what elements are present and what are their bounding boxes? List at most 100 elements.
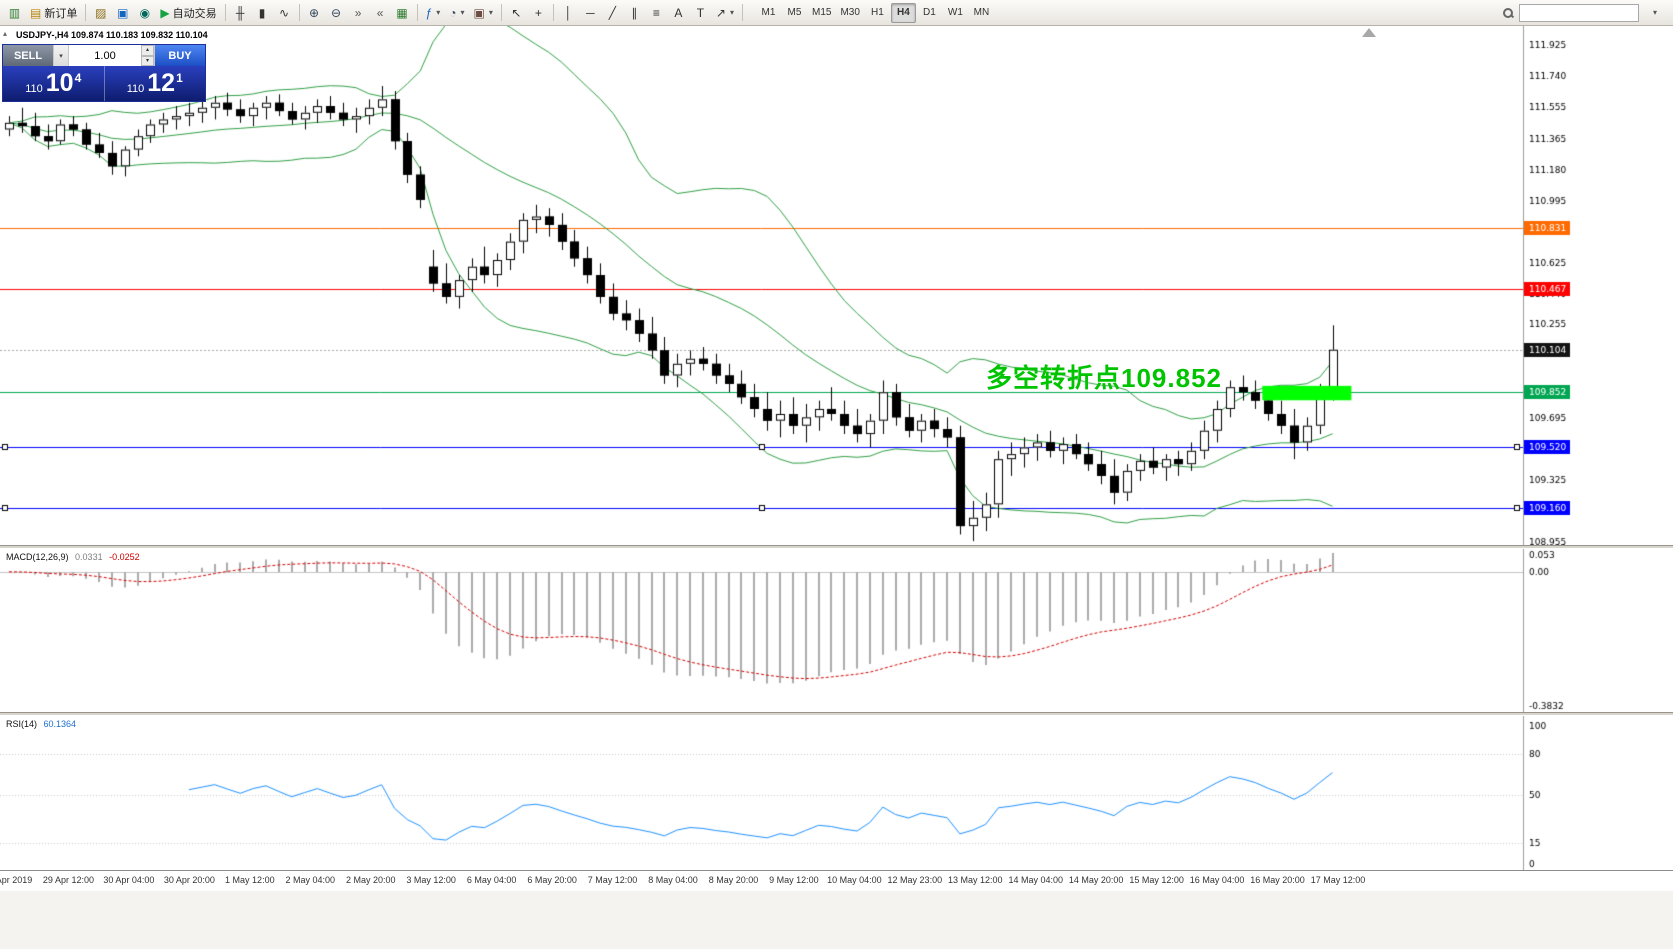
time-label: 8 May 20:00 — [708, 875, 759, 885]
window-bottom — [0, 891, 1673, 949]
macd-label: MACD(12,26,9) 0.0331 -0.0252 — [6, 552, 144, 562]
new-order-button[interactable]: ▤ 新订单 — [26, 3, 81, 23]
scroll-to-end-indicator[interactable] — [1362, 28, 1376, 37]
ask-big-digits: 12 — [147, 69, 176, 97]
timeframe-m15[interactable]: M15 — [808, 3, 835, 23]
periods-icon: ◔ — [449, 5, 457, 20]
rsi-canvas[interactable] — [0, 716, 1673, 870]
timeframe-mn[interactable]: MN — [969, 3, 994, 23]
time-label: 10 May 04:00 — [827, 875, 882, 885]
chevron-up-icon: ▴ — [145, 47, 149, 54]
lot-size-input[interactable] — [69, 45, 141, 66]
timeframe-h1[interactable]: H1 — [865, 3, 890, 23]
buy-button[interactable]: BUY — [155, 45, 205, 66]
horizontal-line-button[interactable]: ─ — [580, 3, 601, 23]
auto-scroll-icon: » — [354, 5, 362, 20]
panel-splitter[interactable] — [0, 712, 1673, 716]
chevron-down-icon: ▾ — [460, 8, 465, 17]
terminal-button[interactable]: ▣ — [112, 3, 133, 23]
fibonacci-button[interactable]: ≡ — [646, 3, 667, 23]
new-chart-button[interactable]: ▥ — [4, 3, 25, 23]
order-options-dropdown[interactable]: ▾ — [53, 45, 68, 66]
chevron-down-icon: ▾ — [729, 8, 734, 17]
chart-shift-button[interactable]: « — [370, 3, 391, 23]
channel-icon: ∥ — [631, 5, 638, 20]
lot-stepper: ▴ ▾ — [141, 45, 154, 66]
label-button[interactable]: T — [690, 3, 711, 23]
time-label: 2 May 20:00 — [345, 875, 396, 885]
price-chart-canvas[interactable] — [0, 26, 1673, 545]
crosshair-button[interactable]: + — [528, 3, 549, 23]
time-label: 13 May 12:00 — [947, 875, 1003, 885]
cursor-icon: ↖ — [511, 5, 522, 20]
toolbar-separator — [298, 4, 300, 21]
line-chart-button[interactable]: ∿ — [274, 3, 295, 23]
indicators-button[interactable]: ƒ ▾ — [422, 3, 445, 23]
rsi-name: RSI(14) — [6, 719, 38, 729]
time-label: 15 May 12:00 — [1129, 875, 1184, 885]
timeframe-h4[interactable]: H4 — [890, 2, 916, 23]
time-label: 28 Apr 2019 — [0, 875, 33, 885]
text-button[interactable]: A — [668, 3, 689, 23]
channel-button[interactable]: ∥ — [624, 3, 645, 23]
periods-button[interactable]: ◔ ▾ — [445, 3, 468, 23]
macd-canvas[interactable] — [0, 549, 1673, 712]
bar-chart-button[interactable]: ╫ — [230, 3, 251, 23]
chevron-down-icon: ▾ — [436, 8, 441, 17]
time-label: 1 May 12:00 — [225, 875, 275, 885]
templates-button[interactable]: ▣ ▾ — [470, 3, 497, 23]
timeframe-w1[interactable]: W1 — [943, 3, 968, 23]
lot-increase-button[interactable]: ▴ — [141, 45, 154, 56]
time-label: 30 Apr 20:00 — [163, 875, 215, 885]
new-order-icon: ▤ — [30, 5, 42, 20]
bid-price[interactable]: 110 10 4 — [3, 66, 104, 101]
candlestick-chart-button[interactable]: ▮ — [252, 3, 273, 23]
toolbar-overflow-button[interactable]: ▾ — [1644, 3, 1665, 23]
vertical-line-button[interactable]: │ — [558, 3, 579, 23]
strategy-tester-button[interactable]: ◉ — [134, 3, 155, 23]
timeframe-m1[interactable]: M1 — [756, 3, 781, 23]
zoom-out-button[interactable]: ⊖ — [326, 3, 347, 23]
quote-panel: 110 10 4 110 12 1 — [3, 66, 205, 101]
time-label: 8 May 04:00 — [648, 875, 698, 885]
time-axis[interactable]: 28 Apr 2019 29 Apr 12:00 30 Apr 04:00 30 Ap… — [0, 870, 1673, 891]
bar-chart-icon: ╫ — [235, 5, 245, 20]
time-label: 7 May 12:00 — [587, 875, 638, 885]
timeframe-m5[interactable]: M5 — [782, 3, 807, 23]
panel-splitter[interactable] — [0, 545, 1673, 549]
terminal-icon: ▣ — [117, 5, 129, 20]
arrows-button[interactable]: ↗ ▾ — [712, 3, 738, 23]
search-input[interactable] — [1519, 3, 1639, 22]
timeframe-m30[interactable]: M30 — [836, 3, 863, 23]
toolbar-search: ▾ — [1502, 3, 1669, 23]
tester-icon: ◉ — [139, 5, 151, 20]
crosshair-icon: + — [534, 5, 542, 20]
macd-main-value: 0.0331 — [75, 552, 103, 562]
grid-icon: ▦ — [396, 5, 408, 20]
one-click-trading-panel: SELL ▾ ▴ ▾ BUY 110 10 4 110 12 1 — [2, 44, 206, 102]
profiles-button[interactable]: ▨ — [90, 3, 111, 23]
time-label: 16 May 20:00 — [1250, 875, 1305, 885]
timeframe-toolbar: M1 M5 M15 M30 H1 H4 D1 W1 MN — [756, 2, 994, 23]
zoom-in-button[interactable]: ⊕ — [304, 3, 325, 23]
time-label: 29 Apr 12:00 — [42, 875, 94, 885]
chevron-down-icon: ▾ — [145, 57, 149, 64]
sell-button[interactable]: SELL — [3, 45, 53, 66]
time-label: 2 May 04:00 — [285, 875, 336, 885]
symbol-info: USDJPY-,H4 109.874 110.183 109.832 110.1… — [16, 30, 208, 40]
auto-trading-button[interactable]: ▶ 自动交易 — [156, 3, 220, 23]
cursor-button[interactable]: ↖ — [506, 3, 527, 23]
lot-decrease-button[interactable]: ▾ — [141, 55, 154, 66]
chart-collapse-icon[interactable]: ▴ — [3, 29, 8, 38]
ask-price[interactable]: 110 12 1 — [105, 66, 206, 101]
horizontal-line-icon: ─ — [586, 5, 595, 20]
chevron-down-icon: ▾ — [1652, 8, 1657, 17]
auto-scroll-button[interactable]: » — [348, 3, 369, 23]
zoom-out-icon: ⊖ — [331, 5, 342, 20]
toolbar-separator — [500, 4, 502, 21]
trendline-button[interactable]: ╱ — [602, 3, 623, 23]
timeframe-d1[interactable]: D1 — [917, 3, 942, 23]
arrow-icon: ↗ — [715, 5, 726, 20]
grid-button[interactable]: ▦ — [392, 3, 413, 23]
toolbar-separator — [224, 4, 226, 21]
